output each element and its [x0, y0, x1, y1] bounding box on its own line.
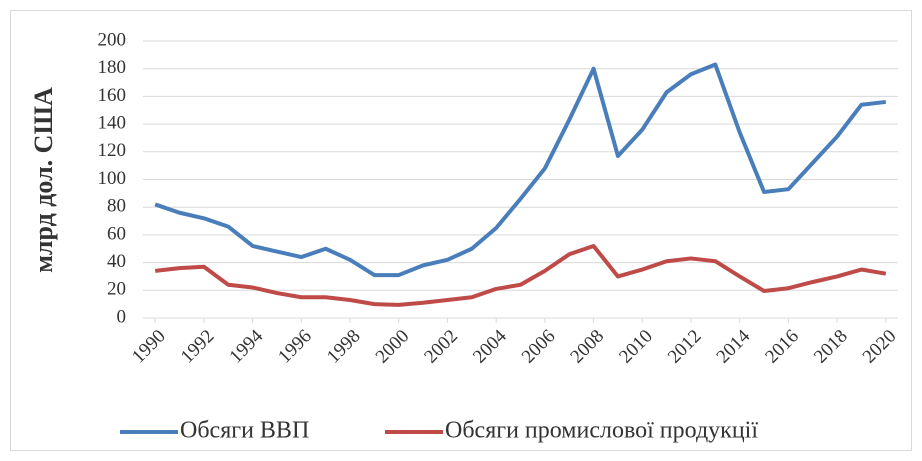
line-series: [154, 243, 887, 307]
legend-label: Обсяги промислової продукції: [445, 418, 758, 444]
y-tick-label: 40: [107, 251, 126, 272]
y-tick-label: 100: [98, 168, 127, 189]
line-series: [154, 62, 887, 278]
chart-frame: [10, 10, 912, 451]
y-tick-label: 80: [107, 196, 126, 217]
y-tick-label: 140: [98, 112, 127, 133]
y-axis-label: млрд дол. США: [29, 87, 58, 273]
y-tick-label: 180: [98, 57, 127, 78]
y-tick-label: 20: [107, 279, 126, 300]
y-tick-label: 200: [98, 29, 127, 50]
legend-label: Обсяги ВВП: [180, 418, 309, 444]
y-tick-label: 120: [98, 140, 127, 161]
y-tick-label: 0: [117, 306, 127, 327]
y-tick-label: 60: [107, 223, 126, 244]
y-tick-label: 160: [98, 85, 127, 106]
